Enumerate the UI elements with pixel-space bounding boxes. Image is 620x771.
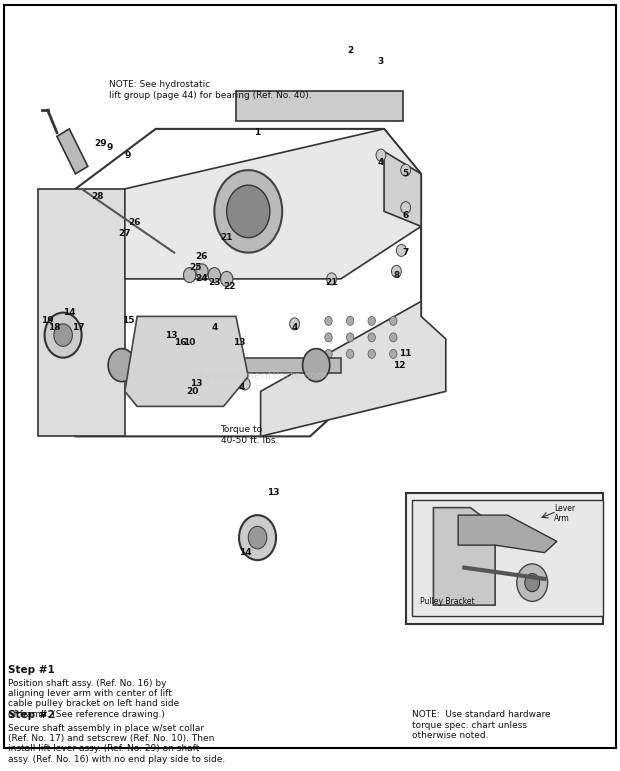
Text: 13: 13 — [267, 488, 279, 497]
Circle shape — [347, 316, 354, 325]
Circle shape — [368, 349, 376, 359]
Circle shape — [368, 333, 376, 342]
Circle shape — [325, 349, 332, 359]
Text: 11: 11 — [399, 349, 412, 359]
Text: 29: 29 — [94, 140, 107, 148]
Text: Step #2: Step #2 — [7, 710, 55, 720]
Polygon shape — [125, 129, 421, 279]
Text: 20: 20 — [187, 387, 199, 396]
Circle shape — [191, 374, 201, 386]
Text: 21: 21 — [221, 233, 233, 242]
Circle shape — [516, 564, 547, 601]
Circle shape — [347, 333, 354, 342]
Text: 16: 16 — [174, 338, 187, 347]
Text: 9: 9 — [106, 143, 113, 152]
Circle shape — [391, 265, 401, 278]
Text: 4: 4 — [378, 158, 384, 167]
Circle shape — [45, 312, 82, 358]
Circle shape — [208, 268, 221, 283]
Text: 26: 26 — [128, 218, 140, 227]
Text: 24: 24 — [196, 274, 208, 284]
Circle shape — [227, 185, 270, 237]
Text: NOTE: See hydrostatic
lift group (page 44) for bearing (Ref. No. 40).: NOTE: See hydrostatic lift group (page 4… — [109, 80, 312, 99]
Polygon shape — [112, 358, 341, 372]
Polygon shape — [57, 129, 88, 174]
Circle shape — [196, 264, 208, 279]
Text: Lever
Arm: Lever Arm — [554, 504, 575, 524]
Polygon shape — [236, 92, 402, 121]
Circle shape — [401, 164, 410, 176]
Circle shape — [389, 349, 397, 359]
Circle shape — [389, 316, 397, 325]
Circle shape — [54, 324, 73, 346]
Text: Step #1: Step #1 — [7, 665, 55, 675]
Text: 12: 12 — [393, 361, 405, 369]
Circle shape — [325, 316, 332, 325]
Text: 18: 18 — [48, 323, 60, 332]
Text: 13: 13 — [165, 331, 177, 340]
Text: 14: 14 — [239, 548, 252, 557]
Circle shape — [396, 244, 406, 257]
Text: 9: 9 — [125, 150, 131, 160]
Polygon shape — [260, 301, 446, 436]
Circle shape — [325, 333, 332, 342]
Text: 13: 13 — [232, 338, 246, 347]
Polygon shape — [125, 316, 248, 406]
Polygon shape — [412, 500, 603, 616]
Text: Position shaft assy. (Ref. No. 16) by
aligning lever arm with center of lift
cab: Position shaft assy. (Ref. No. 16) by al… — [7, 678, 179, 719]
Text: 19: 19 — [42, 315, 54, 325]
Text: 28: 28 — [91, 192, 104, 201]
Text: Torque to
40-50 ft. lbs.: Torque to 40-50 ft. lbs. — [221, 425, 278, 445]
Circle shape — [221, 271, 233, 286]
Text: 7: 7 — [402, 248, 409, 258]
Circle shape — [327, 273, 337, 284]
Polygon shape — [384, 151, 421, 227]
Polygon shape — [38, 189, 125, 436]
Circle shape — [184, 268, 196, 283]
Text: 3: 3 — [378, 57, 384, 66]
Text: 21: 21 — [326, 278, 338, 287]
Text: eReplacementParts.com: eReplacementParts.com — [193, 372, 329, 382]
Circle shape — [401, 202, 410, 214]
Text: Secure shaft assembly in place w/set collar
(Ref. No. 17) and setscrew (Ref. No.: Secure shaft assembly in place w/set col… — [7, 724, 225, 764]
Bar — [405, 493, 603, 624]
Text: 26: 26 — [196, 252, 208, 261]
Text: 13: 13 — [190, 379, 202, 389]
Text: 5: 5 — [402, 170, 409, 178]
Polygon shape — [458, 515, 557, 553]
Text: 4: 4 — [239, 383, 246, 392]
Text: 25: 25 — [190, 263, 202, 272]
Text: 1: 1 — [254, 128, 260, 137]
Circle shape — [525, 574, 539, 591]
Text: 10: 10 — [184, 338, 196, 347]
Text: 2: 2 — [347, 45, 353, 55]
Text: 22: 22 — [224, 282, 236, 291]
Circle shape — [303, 348, 330, 382]
Circle shape — [376, 149, 386, 161]
Circle shape — [169, 325, 179, 338]
Text: 15: 15 — [122, 315, 134, 325]
Circle shape — [347, 349, 354, 359]
Circle shape — [215, 170, 282, 253]
Circle shape — [368, 316, 376, 325]
Text: 14: 14 — [63, 308, 76, 317]
Circle shape — [241, 378, 250, 390]
Circle shape — [248, 527, 267, 549]
Text: 27: 27 — [118, 230, 131, 238]
Text: 6: 6 — [402, 210, 409, 220]
Text: 23: 23 — [208, 278, 221, 287]
Text: NOTE:  Use standard hardware
torque spec. chart unless
otherwise noted.: NOTE: Use standard hardware torque spec.… — [412, 710, 551, 740]
Text: 17: 17 — [72, 323, 85, 332]
Text: 4: 4 — [291, 323, 298, 332]
Circle shape — [389, 333, 397, 342]
Text: Pulley Bracket: Pulley Bracket — [420, 597, 474, 606]
Text: 8: 8 — [393, 271, 399, 280]
Text: 4: 4 — [211, 323, 218, 332]
Circle shape — [210, 318, 219, 330]
Circle shape — [239, 515, 276, 560]
Circle shape — [290, 318, 299, 330]
Circle shape — [108, 348, 135, 382]
Polygon shape — [433, 507, 495, 605]
